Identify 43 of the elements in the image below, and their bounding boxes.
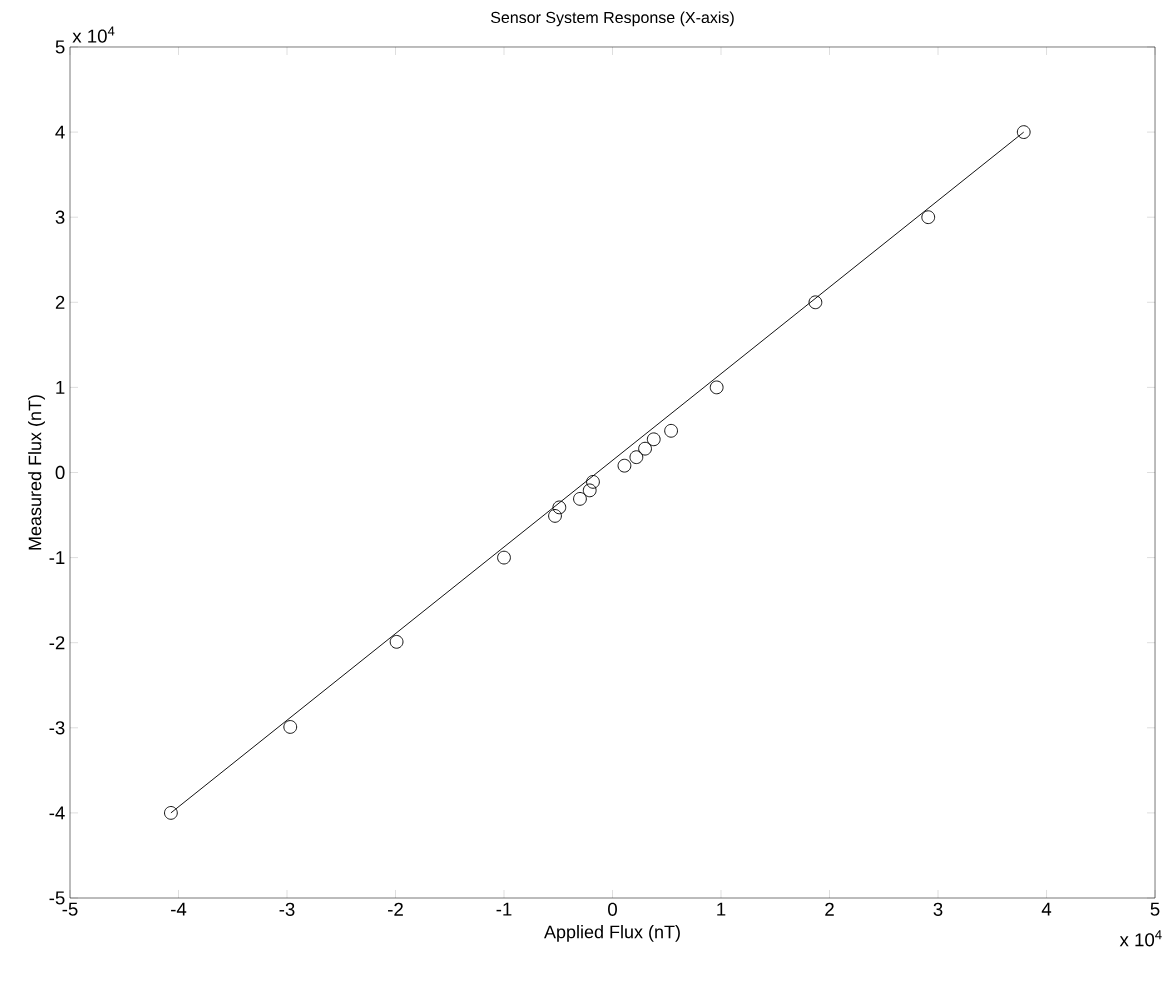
point: [389, 634, 404, 649]
point: [664, 423, 678, 438]
point: [552, 500, 567, 515]
y-tick-label: 2: [55, 295, 65, 309]
chart-title: Sensor System Response (X-axis): [490, 11, 734, 27]
y-tick-label: -2: [49, 636, 65, 650]
y-tick-label: 4: [55, 125, 65, 139]
x-tick-label: -3: [279, 902, 295, 916]
x-tick-label: 0: [608, 902, 617, 916]
point: [629, 450, 644, 465]
text: x 10$^{4}$: [72, 26, 115, 43]
y-tick-label: -3: [49, 721, 65, 735]
text: x 10$^{4}$: [1119, 930, 1162, 947]
x-tick-label: 2: [825, 902, 834, 916]
point: [808, 295, 823, 310]
x-tick-label: -1: [496, 902, 512, 916]
y-tick-label: 1: [56, 380, 65, 394]
y-tick-label: 0: [55, 465, 65, 480]
point: [586, 474, 600, 489]
point: [1016, 125, 1031, 139]
point: [617, 458, 632, 473]
y-tick-label: 5: [55, 40, 65, 54]
y-tick-label: -1: [49, 551, 65, 565]
y-tick-label: -4: [49, 806, 65, 820]
x-axis-title: Applied Flux (nT): [544, 925, 680, 942]
point: [582, 483, 597, 498]
y-tick-label: 3: [55, 210, 65, 224]
x-tick-label: 1: [717, 902, 726, 916]
point: [709, 380, 724, 395]
point: [497, 550, 511, 565]
x-tick-label: 4: [1041, 902, 1052, 916]
point: [573, 492, 587, 506]
point: [548, 509, 562, 523]
x-tick-label: -4: [171, 902, 187, 916]
point: [921, 210, 936, 225]
point: [164, 806, 178, 820]
x-tick-label: -2: [388, 902, 403, 916]
y-axis-title: Measured Flux (nT): [28, 395, 45, 550]
x-tick-label: 5: [1150, 902, 1160, 916]
point: [638, 441, 652, 456]
point: [283, 720, 298, 734]
x-tick-label: 3: [933, 902, 943, 916]
point: [646, 432, 661, 447]
